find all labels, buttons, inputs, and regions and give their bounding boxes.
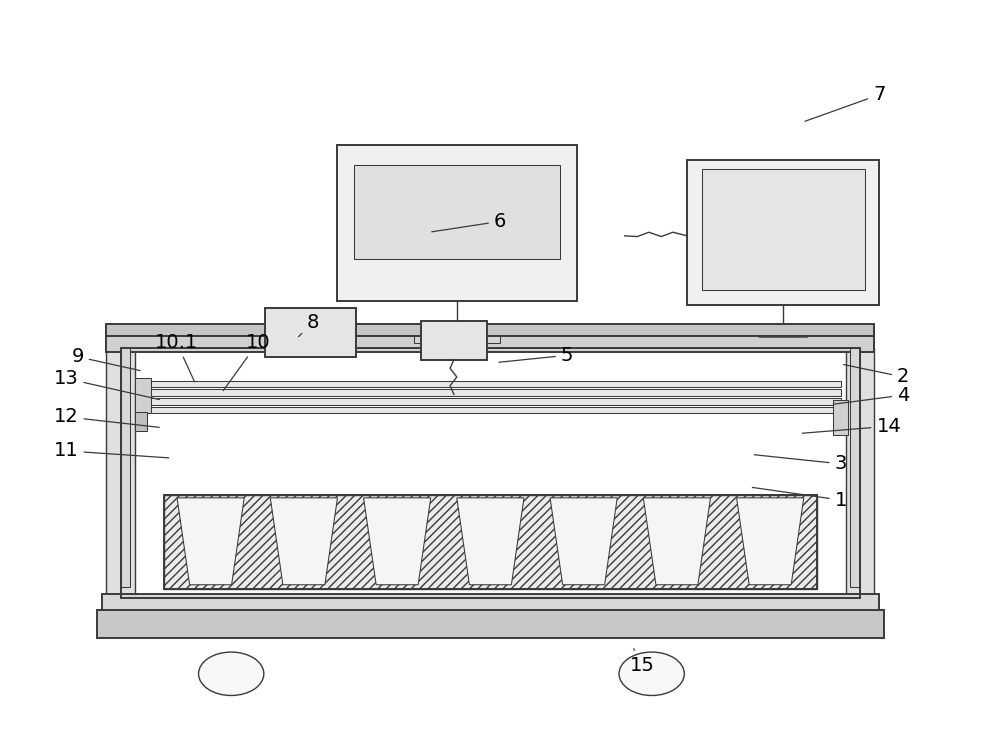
Polygon shape — [364, 498, 431, 585]
Text: 10: 10 — [223, 333, 270, 391]
Bar — [106, 324, 874, 336]
Text: 1: 1 — [752, 487, 847, 510]
Text: 4: 4 — [834, 385, 909, 405]
Text: 12: 12 — [54, 407, 159, 428]
Polygon shape — [643, 498, 710, 585]
Bar — [97, 610, 884, 638]
Text: 8: 8 — [298, 313, 319, 337]
Polygon shape — [457, 498, 524, 585]
Polygon shape — [550, 498, 617, 585]
Bar — [164, 495, 817, 589]
Bar — [140, 381, 841, 387]
Bar — [687, 160, 879, 305]
Ellipse shape — [199, 652, 264, 695]
Bar — [121, 348, 130, 587]
Ellipse shape — [619, 652, 684, 695]
Bar — [121, 348, 860, 598]
Bar — [135, 412, 147, 431]
Bar — [106, 332, 874, 351]
Bar — [850, 348, 860, 587]
Bar — [140, 406, 841, 413]
Text: 5: 5 — [499, 346, 573, 365]
Text: 13: 13 — [54, 369, 159, 400]
Text: 15: 15 — [630, 648, 655, 675]
Polygon shape — [177, 498, 244, 585]
Text: 6: 6 — [432, 212, 506, 231]
Text: 7: 7 — [805, 85, 885, 121]
Bar — [265, 308, 356, 357]
Bar — [106, 348, 135, 598]
Bar — [833, 400, 848, 435]
Text: 10.1: 10.1 — [155, 333, 198, 382]
Bar — [846, 348, 874, 598]
Bar — [421, 320, 487, 360]
Bar — [414, 327, 500, 343]
Bar — [102, 594, 879, 612]
Bar — [702, 169, 865, 290]
Polygon shape — [737, 498, 804, 585]
Bar — [354, 165, 560, 259]
Polygon shape — [270, 498, 337, 585]
Text: 2: 2 — [844, 364, 909, 387]
Text: 9: 9 — [71, 348, 140, 371]
Text: 3: 3 — [754, 455, 847, 474]
Polygon shape — [748, 325, 819, 337]
Bar — [164, 495, 817, 589]
Bar — [140, 389, 841, 396]
Text: 14: 14 — [802, 417, 901, 436]
Bar — [135, 379, 151, 413]
Text: 11: 11 — [54, 441, 169, 461]
Bar — [337, 146, 577, 301]
Bar — [140, 398, 841, 404]
